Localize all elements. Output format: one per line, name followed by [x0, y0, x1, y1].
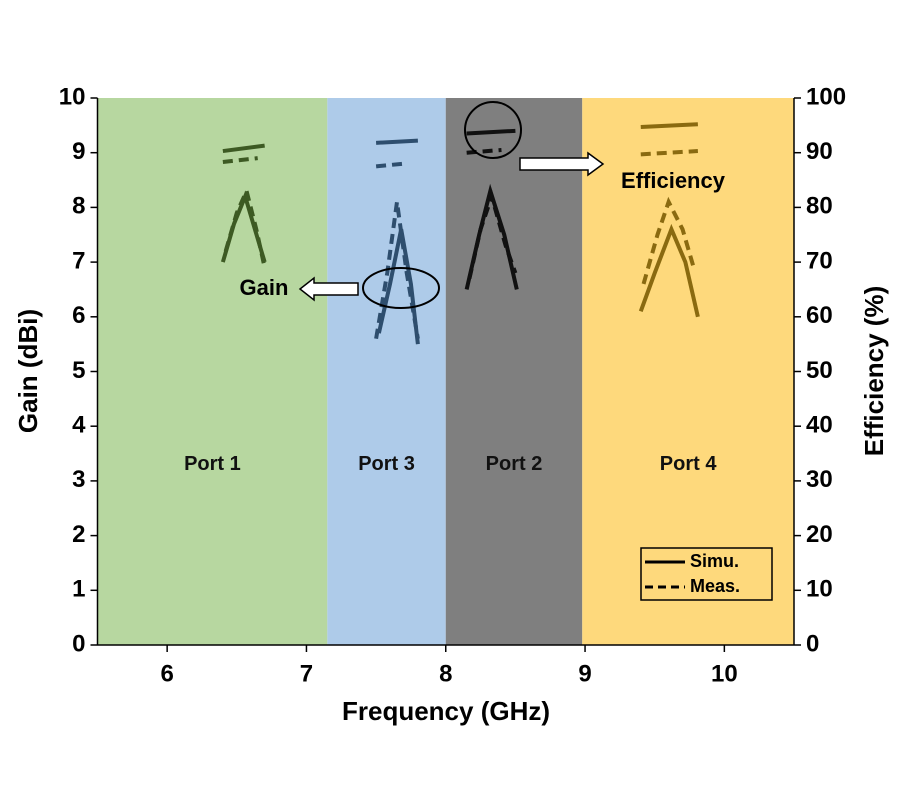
- annotation-arrow: [519, 151, 605, 177]
- y2-tick-label: 60: [806, 302, 833, 329]
- series-line: [638, 223, 700, 318]
- region-label: Port 2: [486, 453, 543, 475]
- y2-tick-label: 70: [806, 247, 833, 274]
- y2-tick-label: 20: [806, 521, 833, 548]
- y2-tick-label: 10: [806, 576, 833, 603]
- x-axis-label: Frequency (GHz): [342, 696, 550, 726]
- series-line: [222, 156, 258, 164]
- x-tick-label: 6: [160, 660, 173, 687]
- y2-axis-label: Efficiency (%): [859, 286, 889, 457]
- y-tick-label: 1: [72, 576, 85, 603]
- y2-tick-label: 50: [806, 357, 833, 384]
- y-tick-label: 8: [72, 193, 85, 220]
- y2-tick-label: 100: [806, 83, 846, 110]
- y-tick-label: 6: [72, 302, 85, 329]
- series-line: [375, 161, 405, 169]
- y2-tick-label: 40: [806, 412, 833, 439]
- y2-tick-label: 80: [806, 193, 833, 220]
- annotation-ellipse: [362, 267, 440, 309]
- series-line: [640, 122, 698, 129]
- x-tick-label: 7: [300, 660, 313, 687]
- series-line: [375, 138, 418, 145]
- series-line: [641, 196, 696, 285]
- y-tick-label: 7: [72, 247, 85, 274]
- series-line: [467, 189, 518, 279]
- y-tick-label: 5: [72, 357, 85, 384]
- series-line: [640, 149, 698, 157]
- port-region: [582, 98, 794, 645]
- y-tick-label: 2: [72, 521, 85, 548]
- annotation: Gain: [240, 275, 289, 300]
- region-label: Port 1: [184, 453, 241, 475]
- series-line: [466, 128, 516, 136]
- port-region: [327, 98, 446, 645]
- annotation: Efficiency: [621, 168, 726, 193]
- legend-box: [640, 547, 773, 601]
- y-tick-label: 3: [72, 466, 85, 493]
- y-axis-label: Gain (dBi): [13, 309, 43, 433]
- y2-tick-label: 90: [806, 138, 833, 165]
- series-line: [374, 201, 420, 340]
- region-label: Port 4: [660, 453, 718, 475]
- y-tick-label: 9: [72, 138, 85, 165]
- legend-label: Simu.: [690, 551, 739, 571]
- series-line: [222, 143, 265, 154]
- y-tick-label: 4: [72, 412, 86, 439]
- y2-tick-label: 30: [806, 466, 833, 493]
- annotation-arrow: [298, 276, 359, 302]
- series-line: [223, 184, 267, 268]
- legend-label: Meas.: [690, 576, 740, 596]
- region-label: Port 3: [358, 453, 415, 475]
- port-region: [97, 98, 328, 645]
- port-region: [445, 98, 583, 645]
- series-line: [466, 147, 502, 155]
- annotation-circle: [464, 101, 522, 159]
- x-tick-label: 9: [578, 660, 591, 687]
- y-tick-label: 0: [72, 630, 85, 657]
- x-tick-label: 8: [439, 660, 452, 687]
- x-tick-label: 10: [711, 660, 738, 687]
- y-tick-label: 10: [59, 83, 86, 110]
- y2-tick-label: 0: [806, 630, 819, 657]
